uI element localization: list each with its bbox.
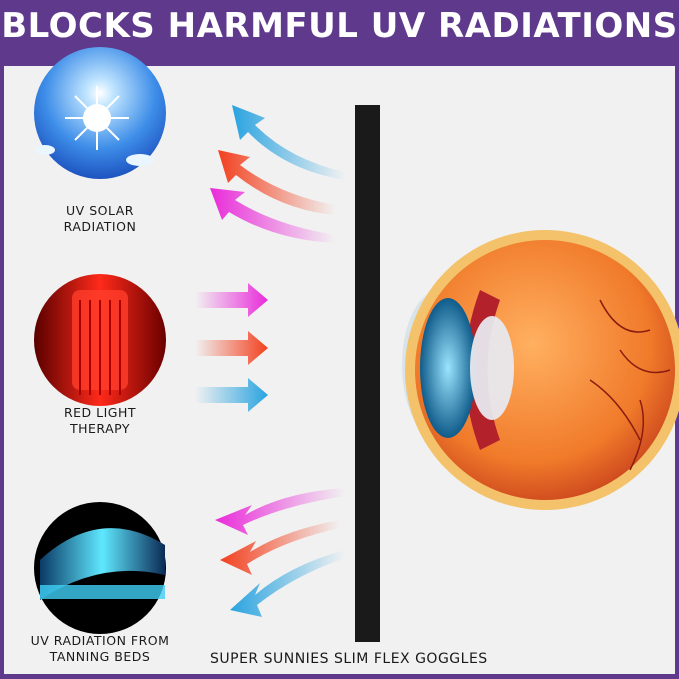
- blocked-arrows-solar: [210, 105, 345, 243]
- goggles-barrier: [355, 105, 380, 642]
- page-title: BLOCKS HARMFUL UV RADIATIONS: [1, 6, 678, 46]
- product-caption: SUPER SUNNIES SLIM FLEX GOGGLES: [210, 651, 488, 667]
- blocked-arrows-tanning: [215, 488, 345, 617]
- passing-arrows-red-light: [195, 283, 268, 412]
- label-line: RED LIGHT: [63, 405, 137, 420]
- red-light-bed-icon: [34, 274, 166, 406]
- eye-illustration: [402, 230, 679, 510]
- sun-icon: [34, 47, 166, 179]
- source-label-tanning: UV RADIATION FROM TANNING BEDS: [0, 633, 200, 665]
- label-line: UV SOLAR: [66, 203, 134, 218]
- label-line: RADIATION: [63, 219, 137, 234]
- source-label-solar: UV SOLAR RADIATION: [0, 203, 200, 235]
- label-line: TANNING BEDS: [49, 649, 151, 664]
- source-label-red-light: RED LIGHT THERAPY: [0, 405, 200, 437]
- tanning-bed-icon: [34, 502, 166, 634]
- label-line: THERAPY: [69, 421, 131, 436]
- label-line: UV RADIATION FROM: [30, 633, 170, 648]
